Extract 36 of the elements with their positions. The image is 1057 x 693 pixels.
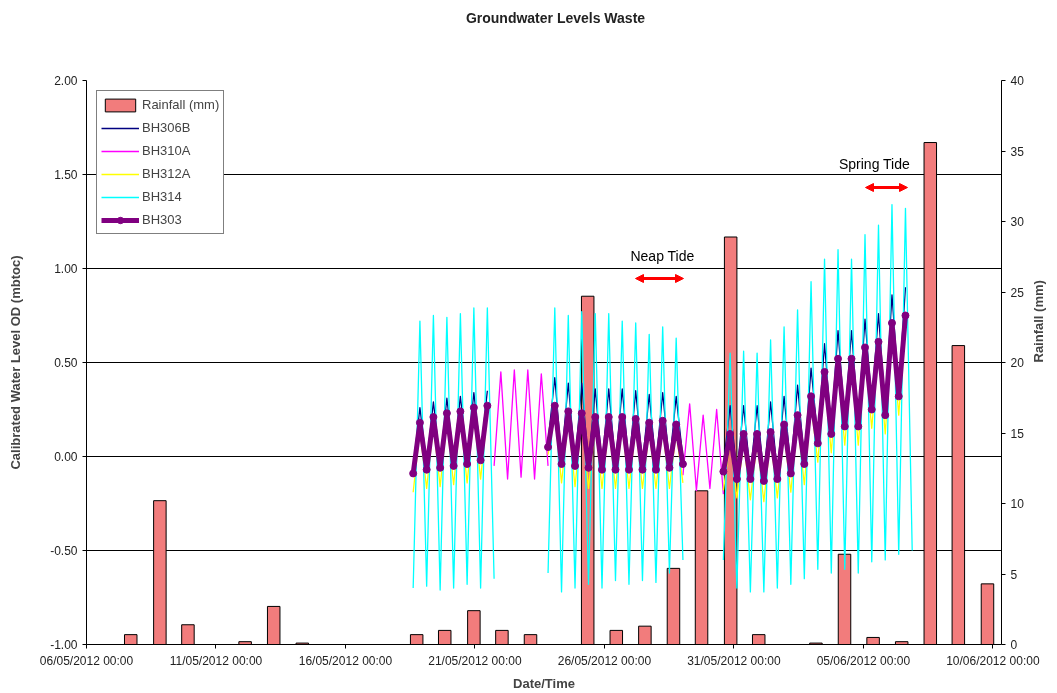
x-tick-label: 11/05/2012 00:00	[169, 653, 263, 668]
legend-label: BH310A	[142, 142, 191, 160]
x-tick-label: 10/06/2012 00:00	[946, 653, 1040, 668]
y-tick-label: 0.00	[54, 450, 78, 464]
y2-tick-label: 10	[1010, 497, 1025, 511]
y-axis-title: Calibrated Water Level OD (mbtoc)	[8, 255, 24, 470]
x-tick-label: 31/05/2012 00:00	[687, 653, 781, 668]
annotation: Neap Tide	[630, 247, 695, 264]
y-tick-label: -0.50	[50, 544, 78, 558]
y2-tick-label: 35	[1010, 144, 1025, 159]
y2-tick-label: 25	[1010, 285, 1025, 300]
y-tick-label: 1.50	[54, 168, 78, 182]
x-tick-label: 06/05/2012 00:00	[39, 653, 134, 668]
x-tick-label: 21/05/2012 00:00	[428, 653, 522, 668]
x-tick-label: 05/06/2012 00:00	[816, 653, 911, 668]
y2-tick-label: 0	[1010, 638, 1018, 652]
y-tick-label: -1.00	[50, 638, 78, 652]
legend-label: Rainfall (mm)	[142, 96, 220, 114]
legend-label: BH303	[142, 211, 182, 229]
legend-label: BH306B	[142, 119, 191, 137]
x-tick-label: 16/05/2012 00:00	[298, 653, 393, 668]
legend-label: BH312A	[142, 165, 191, 183]
y2-axis-title: Rainfall (mm)	[1031, 280, 1047, 363]
y-tick-label: 2.00	[54, 74, 78, 88]
y2-tick-label: 5	[1010, 567, 1018, 582]
annotation: Spring Tide	[838, 155, 910, 172]
y-tick-label: 0.50	[54, 356, 78, 370]
y2-tick-label: 15	[1010, 426, 1025, 441]
y-tick-label: 1.00	[54, 262, 78, 276]
y2-tick-label: 30	[1010, 215, 1025, 229]
y2-tick-label: 40	[1010, 74, 1025, 88]
chart-title: Groundwater Levels Waste	[465, 9, 646, 28]
x-axis-title: Date/Time	[513, 675, 575, 691]
legend-label: BH314	[142, 188, 182, 206]
y2-tick-label: 20	[1010, 356, 1025, 370]
x-tick-label: 26/05/2012 00:00	[557, 653, 652, 668]
